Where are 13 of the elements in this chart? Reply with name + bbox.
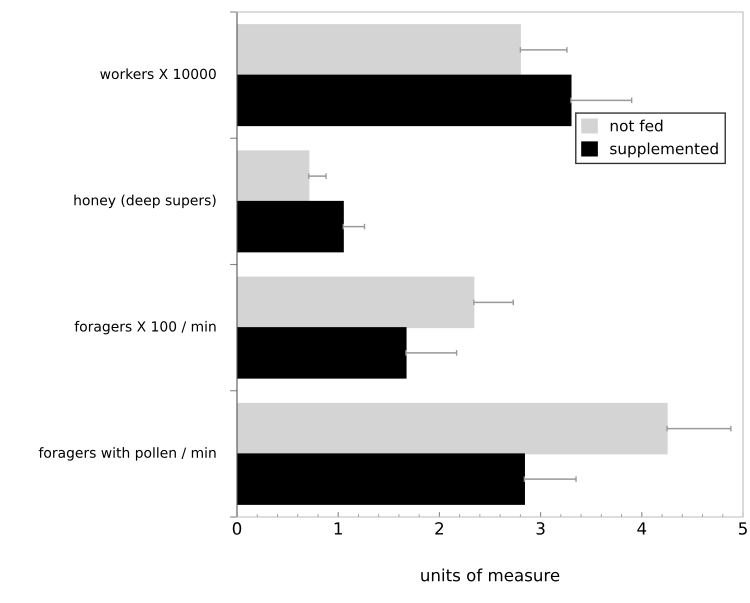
x-tick-label: 2 bbox=[435, 522, 444, 535]
x-tick-label: 0 bbox=[232, 522, 242, 535]
x-tick-label: 1 bbox=[334, 522, 342, 535]
x-tick-label: 4 bbox=[637, 522, 646, 535]
y-tick-label: foragers X 100 / min bbox=[74, 320, 216, 334]
y-tick-label: honey (deep supers) bbox=[74, 194, 216, 208]
y-tick-label: workers X 10000 bbox=[100, 68, 216, 80]
y-tick-label: foragers with pollen / min bbox=[38, 447, 216, 461]
x-axis-title: units of measure bbox=[421, 568, 560, 582]
legend-label: not fed bbox=[610, 120, 662, 132]
x-tick-label: 3 bbox=[536, 522, 545, 535]
x-tick-label: 5 bbox=[738, 522, 747, 535]
legend-label: supplemented bbox=[610, 142, 718, 158]
